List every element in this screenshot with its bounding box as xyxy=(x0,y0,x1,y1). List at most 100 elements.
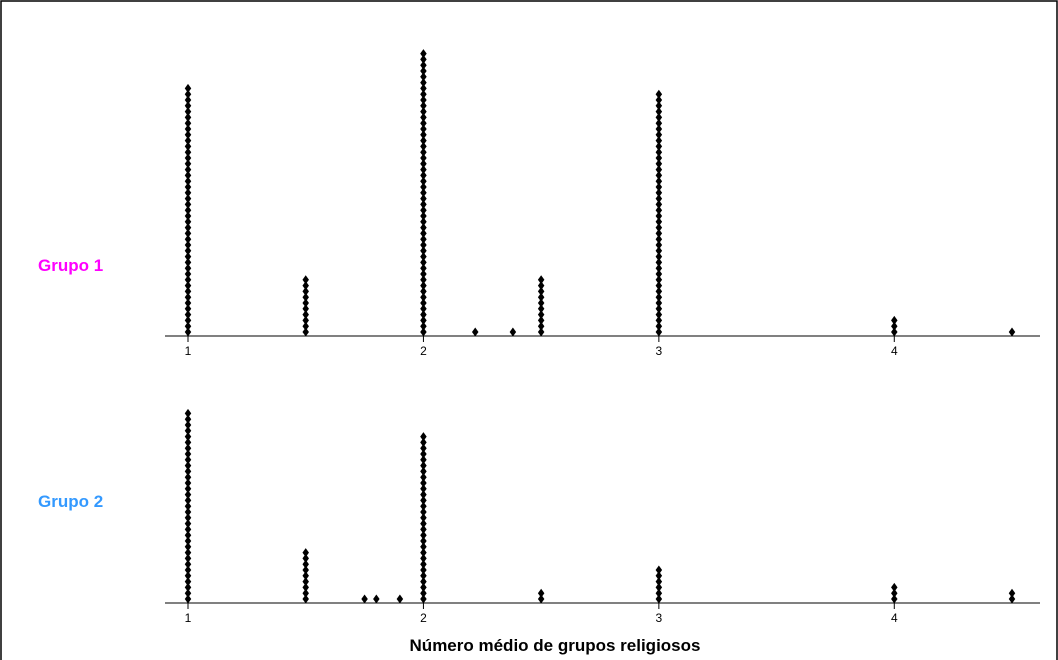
dot-marker xyxy=(396,594,404,604)
dot-marker xyxy=(302,594,309,604)
dot-marker xyxy=(655,170,663,180)
dot-marker xyxy=(537,275,545,285)
dot-marker xyxy=(537,327,545,337)
dot-marker xyxy=(420,205,427,215)
dot-marker xyxy=(420,466,427,476)
dot-marker xyxy=(184,217,192,227)
dot-marker xyxy=(184,257,192,267)
dot-marker xyxy=(537,292,545,302)
panel-1: Grupo 1 1 2 3 4 xyxy=(38,49,1040,358)
dot-marker xyxy=(420,594,427,604)
dot-marker xyxy=(302,298,309,308)
dot-marker xyxy=(184,426,192,436)
dot-marker xyxy=(184,153,192,163)
dot-marker xyxy=(184,408,192,418)
dot-marker xyxy=(537,304,545,314)
dot-marker xyxy=(655,130,663,140)
x-tick-label: 1 xyxy=(185,611,192,625)
dot-marker xyxy=(420,136,427,146)
dot-marker xyxy=(420,83,427,93)
dot-marker xyxy=(420,304,427,314)
dot-marker xyxy=(184,199,192,209)
dot-marker xyxy=(420,159,427,169)
x-tick-label: 4 xyxy=(891,611,898,625)
dot-marker xyxy=(537,588,545,598)
panel-2: Grupo 2 1 2 3 4 xyxy=(38,408,1040,625)
dot-marker xyxy=(184,513,192,523)
dot-marker xyxy=(655,194,663,204)
dot-marker xyxy=(655,304,663,314)
dot-marker xyxy=(184,101,192,111)
dot-marker xyxy=(420,530,427,540)
dot-marker xyxy=(420,490,427,500)
dot-marker xyxy=(1008,594,1016,604)
dot-marker xyxy=(420,54,427,64)
dot-marker xyxy=(537,298,545,308)
dot-marker xyxy=(420,199,427,209)
dot-marker xyxy=(420,588,427,598)
dot-marker xyxy=(471,327,479,337)
dot-marker xyxy=(184,194,192,204)
dot-marker xyxy=(420,519,427,529)
dot-marker xyxy=(184,449,192,459)
dot-marker xyxy=(302,310,309,320)
dot-marker xyxy=(420,501,427,511)
dot-marker xyxy=(655,292,663,302)
dot-marker xyxy=(184,420,192,430)
dot-marker xyxy=(420,223,427,233)
dot-marker xyxy=(420,269,427,279)
dot-marker xyxy=(655,582,663,592)
dot-marker xyxy=(302,321,309,331)
dot-marker xyxy=(420,443,427,453)
dot-marker xyxy=(184,327,192,337)
dot-marker xyxy=(302,315,309,325)
dot-marker xyxy=(184,112,192,122)
dot-marker xyxy=(420,194,427,204)
dot-marker xyxy=(537,321,545,331)
dot-marker xyxy=(184,571,192,581)
dot-marker xyxy=(891,594,898,604)
dot-marker xyxy=(184,223,192,233)
group-label: Grupo 1 xyxy=(38,256,103,275)
dot-marker xyxy=(184,478,192,488)
dot-marker xyxy=(184,321,192,331)
x-tick-label: 1 xyxy=(185,344,192,358)
dot-marker xyxy=(655,211,663,221)
dot-marker xyxy=(184,275,192,285)
x-tick-label: 2 xyxy=(420,344,427,358)
dot-marker xyxy=(420,66,427,76)
dot-marker xyxy=(537,286,545,296)
dot-marker xyxy=(184,548,192,558)
dot-marker xyxy=(184,582,192,592)
dot-marker xyxy=(655,286,663,296)
dot-marker xyxy=(420,275,427,285)
dot-marker xyxy=(420,559,427,569)
dot-marker xyxy=(420,153,427,163)
dot-marker xyxy=(655,269,663,279)
dot-marker xyxy=(373,594,380,604)
dot-marker xyxy=(420,263,427,273)
dot-marker xyxy=(537,310,545,320)
dot-marker xyxy=(302,327,309,337)
dot-marker xyxy=(302,588,309,598)
dot-marker xyxy=(420,513,427,523)
dot-marker xyxy=(184,182,192,192)
dot-marker xyxy=(184,252,192,262)
dot-marker xyxy=(184,269,192,279)
dot-marker xyxy=(655,281,663,291)
dot-marker xyxy=(184,507,192,517)
dot-marker xyxy=(420,582,427,592)
dot-marker xyxy=(655,217,663,227)
dot-marker xyxy=(184,594,192,604)
dot-marker xyxy=(655,199,663,209)
dot-marker xyxy=(420,461,427,471)
dot-marker xyxy=(655,136,663,146)
dot-marker xyxy=(420,170,427,180)
dot-marker xyxy=(655,147,663,157)
dot-marker xyxy=(184,130,192,140)
dot-marker xyxy=(537,281,545,291)
dot-marker xyxy=(655,107,663,117)
dot-marker xyxy=(184,495,192,505)
dot-marker xyxy=(655,205,663,215)
dot-marker xyxy=(420,542,427,552)
